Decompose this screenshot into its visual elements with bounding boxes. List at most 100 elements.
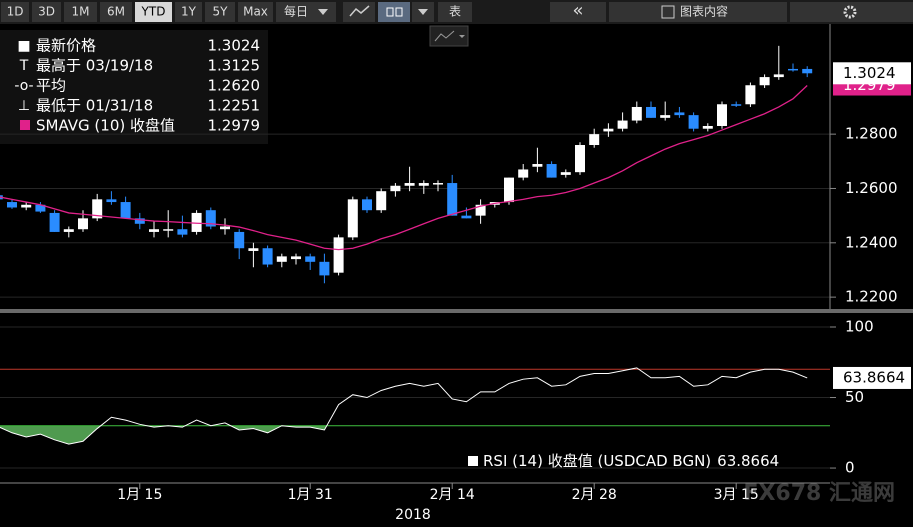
period-button[interactable] <box>276 2 336 22</box>
candle-body <box>546 164 557 178</box>
rsi-line <box>0 367 808 445</box>
candle-body <box>660 115 671 118</box>
candle-body <box>418 183 429 186</box>
candle-body <box>773 74 784 78</box>
candle-body <box>276 256 287 262</box>
candle-body <box>7 202 17 208</box>
line-style-icon <box>434 30 455 42</box>
legend-marker: T <box>19 58 29 74</box>
range-label: 1M <box>72 5 90 19</box>
range-button[interactable] <box>100 2 132 22</box>
content-label: 图表内容 <box>680 4 728 19</box>
candle-body <box>646 106 656 118</box>
dropdown-arrow <box>418 9 428 15</box>
candle-icon <box>386 7 394 17</box>
range-button[interactable] <box>175 2 202 22</box>
candle-body <box>333 237 344 273</box>
candle-body <box>49 212 60 232</box>
x-tick-label: 3月 15 <box>714 487 759 503</box>
settings-button[interactable] <box>790 2 913 22</box>
rsi-value: 63.8664 <box>843 368 905 386</box>
candles <box>0 45 813 284</box>
dropdown-arrow <box>318 9 328 15</box>
candle-body <box>234 231 245 249</box>
legend-value: 1.2251 <box>208 97 261 115</box>
candle-body <box>674 112 685 116</box>
candle-body <box>717 104 727 126</box>
x-tick-label: 2月 14 <box>430 487 475 503</box>
candle-body <box>788 68 798 71</box>
candle-body <box>92 199 103 219</box>
candle-body <box>120 202 131 219</box>
legend: ■ 最新价格 1.3024 T 最高于 03/19/18 1.3125 -o- 平均 1.262… <box>14 37 260 135</box>
range-button[interactable] <box>238 2 273 22</box>
last-price-box <box>833 62 911 85</box>
range-label: 6M <box>107 5 125 19</box>
candle-body <box>177 229 188 235</box>
plot-area: 1.2200 1.2400 1.2600 1.2800 1月 15 1月 31 2月 14 2… <box>0 24 911 523</box>
candle-body <box>575 145 585 173</box>
x-tick-label: 2月 28 <box>572 487 617 503</box>
y-tick-label: 1.2600 <box>845 179 898 197</box>
candle-icon-button[interactable] <box>378 2 410 22</box>
candle-body <box>447 183 458 216</box>
legend-label: 最新价格 <box>36 37 96 55</box>
candle-body <box>291 256 301 260</box>
legend-label: 平均 <box>36 77 66 95</box>
legend-value: 1.2979 <box>208 117 261 135</box>
candle-icon <box>395 7 403 17</box>
oversold-fill <box>0 425 327 445</box>
range-button[interactable] <box>1 2 29 22</box>
range-button[interactable] <box>64 2 97 22</box>
table-button[interactable] <box>438 2 472 22</box>
range-button[interactable] <box>205 2 235 22</box>
legend-label: 最低于 01/31/18 <box>36 97 153 115</box>
range-label: Max <box>243 5 268 19</box>
content-button[interactable] <box>609 2 787 22</box>
candle-body <box>262 248 273 265</box>
y-tick-label: 1.2200 <box>845 288 898 306</box>
legend-label: SMAVG (10) 收盘值 <box>36 117 175 135</box>
candle-body <box>504 177 514 203</box>
gear-icon <box>843 5 857 19</box>
legend-name: RSI (14) 收盘值 (USDCAD BGN) <box>483 452 711 470</box>
x-axis-label: 2018 <box>395 507 431 523</box>
legend-box <box>0 30 268 144</box>
collapse-button[interactable] <box>550 2 606 22</box>
candle-body <box>560 172 571 175</box>
range-button[interactable] <box>32 2 61 22</box>
candle-body <box>532 164 543 167</box>
legend-value: 1.2620 <box>208 77 261 95</box>
x-tick-label: 1月 15 <box>117 487 162 503</box>
rsi <box>0 367 830 445</box>
range-label: 1D <box>7 5 24 19</box>
legend-value: 63.8664 <box>717 452 779 470</box>
rsi-value-box <box>833 366 911 389</box>
legend-value: 1.3125 <box>208 57 261 75</box>
y-tick-label: 1.2800 <box>845 125 898 143</box>
candle-body <box>802 68 813 74</box>
candle-body <box>21 204 32 208</box>
range-label: 1Y <box>181 5 197 19</box>
candle-body <box>248 248 259 251</box>
legend-swatch <box>20 120 30 130</box>
candle-body <box>163 229 174 231</box>
legend-swatch <box>468 456 478 466</box>
candle-body <box>106 199 117 203</box>
panel-divider <box>0 309 913 313</box>
y-tick-label: 100 <box>845 317 874 335</box>
legend-marker: ⊥ <box>18 98 30 114</box>
candle-body <box>191 212 202 232</box>
watermark: FX678 汇通网 <box>743 481 895 506</box>
candle-body <box>305 256 316 262</box>
y-tick-label: 50 <box>845 388 864 406</box>
candle-body <box>759 77 770 86</box>
candle-body <box>347 199 358 238</box>
table-label: 表 <box>449 5 461 19</box>
legend-value: 1.3024 <box>208 37 261 55</box>
candle-body <box>376 191 387 211</box>
range-label: 5Y <box>213 5 229 19</box>
range-button[interactable] <box>135 2 172 22</box>
candle-body <box>134 218 145 224</box>
